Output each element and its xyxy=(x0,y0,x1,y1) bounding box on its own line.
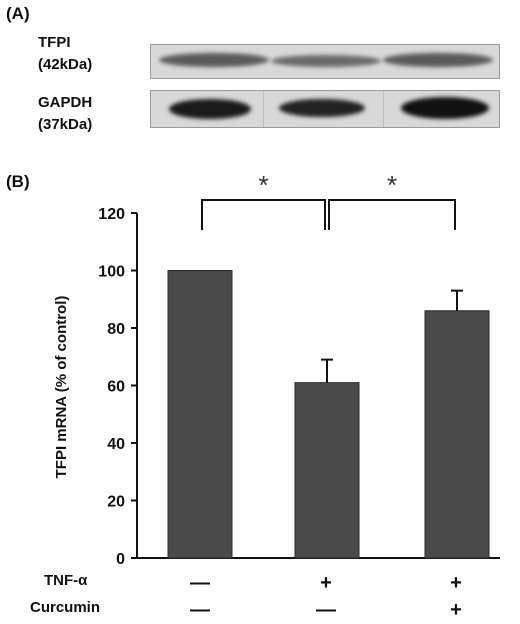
tnf-alpha-label: TNF-α xyxy=(44,572,88,589)
tfpi-blot-label: TFPI (42kDa) xyxy=(38,32,92,76)
y-tick-label: 60 xyxy=(107,379,125,396)
gapdh-blot-image xyxy=(150,90,500,128)
chart-bars xyxy=(167,270,490,559)
bar xyxy=(294,382,360,559)
y-tick-label: 0 xyxy=(116,551,125,568)
y-tick-label: 100 xyxy=(98,264,125,281)
gapdh-protein-name: GAPDH xyxy=(38,94,93,111)
gapdh-protein-size: (37kDa) xyxy=(38,116,93,133)
bar xyxy=(167,270,233,559)
gapdh-blot-label: GAPDH (37kDa) xyxy=(38,92,92,136)
panel-b-label: (B) xyxy=(6,172,30,191)
significance-bracket xyxy=(201,199,326,230)
y-tick-label: 80 xyxy=(107,321,125,338)
significance-bracket xyxy=(328,199,456,230)
significance-asterisk: * xyxy=(387,170,397,200)
tnf-sign-1: — xyxy=(190,572,210,594)
curcumin-label: Curcumin xyxy=(30,599,101,616)
curcumin-sign-3: + xyxy=(450,599,462,621)
curcumin-sign-2: — xyxy=(316,599,336,621)
tnf-sign-3: + xyxy=(450,572,462,594)
tfpi-blot-image xyxy=(150,44,500,79)
significance-asterisk: * xyxy=(258,170,268,200)
bar xyxy=(424,310,490,559)
tnf-sign-2: + xyxy=(320,572,332,594)
y-tick-label: 20 xyxy=(107,494,125,511)
tfpi-protein-name: TFPI xyxy=(38,34,71,51)
y-tick-label: 120 xyxy=(98,206,125,223)
y-axis-label: TFPI mRNA (% of control) xyxy=(53,296,70,479)
chart-error-bars xyxy=(321,289,463,383)
significance-brackets: * * xyxy=(201,170,456,230)
curcumin-sign-1: — xyxy=(190,599,210,621)
tfpi-protein-size: (42kDa) xyxy=(38,56,93,73)
y-tick-label: 40 xyxy=(107,436,125,453)
panel-a-label: (A) xyxy=(6,4,30,23)
